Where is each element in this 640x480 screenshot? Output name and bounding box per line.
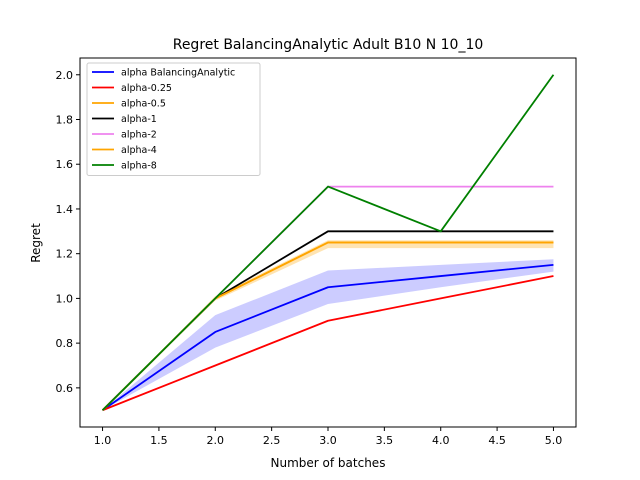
legend-label: alpha-0.25 <box>121 83 172 94</box>
legend-label: alpha-4 <box>121 145 157 156</box>
y-tick-label: 0.8 <box>56 337 74 350</box>
x-tick-label: 2.5 <box>263 434 281 447</box>
y-tick-label: 1.0 <box>56 292 74 305</box>
legend-label: alpha-8 <box>121 161 157 172</box>
confidence-bands <box>102 240 554 411</box>
axes: 1.0 1.5 2.0 2.5 3.0 3.5 4.0 4.5 5.0 0.6 0.8 1.0 1.2 1… <box>56 57 577 447</box>
x-tick-label: 4.0 <box>432 434 450 447</box>
y-tick-label: 1.8 <box>56 114 74 127</box>
legend-label: alpha-1 <box>121 114 157 125</box>
y-axis-label: Regret <box>29 223 43 263</box>
y-tick-label: 0.6 <box>56 382 74 395</box>
series-line-2 <box>102 275 554 412</box>
y-tick-label: 1.4 <box>56 203 74 216</box>
x-tick-label: 1.5 <box>150 434 168 447</box>
legend-box <box>86 62 261 176</box>
x-tick-label: 1.0 <box>94 434 112 447</box>
legend-label: alpha BalancingAnalytic <box>121 68 235 79</box>
band-1 <box>102 259 554 411</box>
series-lines <box>101 74 555 412</box>
x-tick-label: 4.5 <box>488 434 506 447</box>
x-tick-label: 3.0 <box>319 434 337 447</box>
x-tick-label: 2.0 <box>207 434 225 447</box>
legend: alpha BalancingAnalytic alpha-0.25 alpha-0… <box>86 62 261 176</box>
x-tick-label: 3.5 <box>376 434 394 447</box>
legend-label: alpha-0.5 <box>121 99 166 110</box>
legend-label: alpha-2 <box>121 130 157 141</box>
x-axis-label: Number of batches <box>271 456 386 470</box>
x-tick-label: 5.0 <box>545 434 563 447</box>
series-line-1 <box>102 263 554 411</box>
chart-title: Regret BalancingAnalytic Adult B10 N 10_… <box>173 37 484 53</box>
y-tick-label: 1.2 <box>56 248 74 261</box>
y-tick-label: 1.6 <box>56 158 74 171</box>
y-tick-label: 2.0 <box>56 69 74 82</box>
series-line-7 <box>101 74 555 411</box>
